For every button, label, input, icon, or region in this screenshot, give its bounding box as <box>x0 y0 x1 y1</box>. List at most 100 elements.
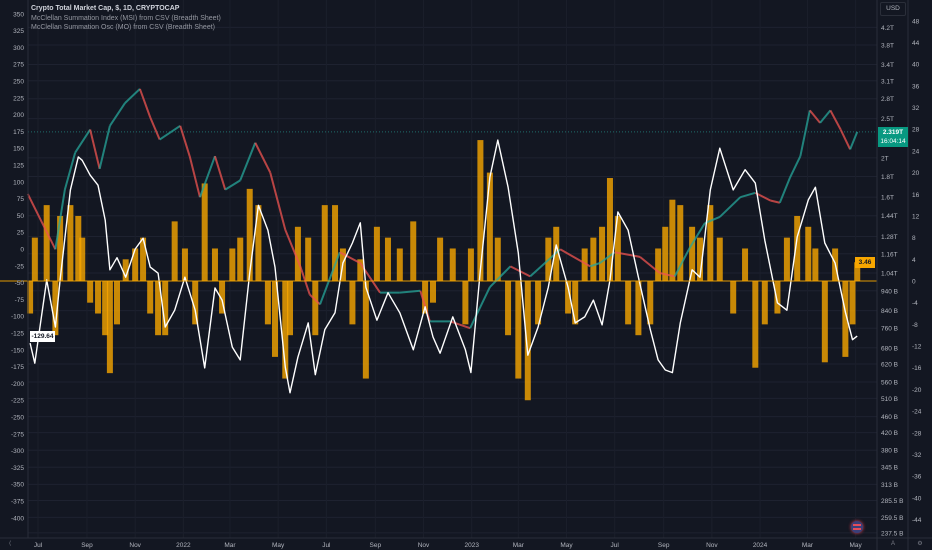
mo-bar <box>422 281 429 314</box>
mo-bar <box>635 281 642 336</box>
price-segment <box>339 251 361 265</box>
left-tick-label: 0 <box>20 247 24 254</box>
price-segment <box>214 155 227 190</box>
price-tick-label: 3.1T <box>881 78 894 85</box>
mo-bar <box>669 199 676 281</box>
price-segment <box>284 229 302 267</box>
mo-bar <box>373 226 380 281</box>
price-tick-label: 420 B <box>881 430 898 437</box>
price-segment <box>98 125 111 170</box>
mo-bar <box>505 281 512 336</box>
mo-bar <box>132 248 139 281</box>
bar-countdown: 16:04:14 <box>880 138 906 145</box>
time-tick-label: Nov <box>706 542 718 549</box>
price-tick-label: 1.16T <box>881 251 898 258</box>
osc-tick-label: 40 <box>912 62 920 69</box>
left-tick-label: -150 <box>11 347 24 354</box>
mo-bar <box>647 281 654 325</box>
left-tick-label: 325 <box>13 28 24 35</box>
mo-bar <box>437 237 444 281</box>
osc-tick-label: 20 <box>912 170 920 177</box>
osc-tick-label: -8 <box>912 322 918 329</box>
price-tick-label: 840 B <box>881 308 898 315</box>
left-tick-label: -325 <box>11 465 24 472</box>
osc-tick-label: -16 <box>912 365 922 372</box>
mo-bar <box>774 281 781 314</box>
mo-bar <box>282 281 289 379</box>
left-tick-label: -250 <box>11 415 24 422</box>
legend-symbol-title[interactable]: Crypto Total Market Cap, $, 1D, CRYPTOCA… <box>31 5 180 12</box>
mo-bar <box>486 172 493 281</box>
us-flag-icon[interactable] <box>851 521 863 533</box>
mo-bar <box>349 281 356 325</box>
price-segment <box>124 88 141 104</box>
osc-tick-label: 8 <box>912 235 916 242</box>
left-tick-label: -25 <box>15 263 25 270</box>
mo-bar <box>219 281 226 314</box>
time-tick-label: Nov <box>418 542 430 549</box>
osc-tick-label: 12 <box>912 213 920 220</box>
price-tick-label: 1.28T <box>881 234 898 241</box>
left-tick-label: -375 <box>11 499 24 506</box>
mo-bar <box>396 248 403 281</box>
time-tick-label: Jul <box>611 542 620 549</box>
mo-value-badge: 3.46 <box>855 257 875 268</box>
price-segment <box>819 109 832 124</box>
mo-bar <box>462 281 469 325</box>
mo-bar <box>237 237 244 281</box>
gear-icon[interactable]: ⚙ <box>917 541 923 547</box>
osc-tick-label: 16 <box>912 192 920 199</box>
left-tick-label: -100 <box>11 314 24 321</box>
osc-tick-label: -36 <box>912 474 922 481</box>
mo-bar <box>75 215 82 281</box>
mo-bar <box>106 281 113 374</box>
mo-bar <box>606 178 613 281</box>
osc-tick-label: -40 <box>912 495 922 502</box>
last-price-badge: 2.319T 16:04:14 <box>878 127 908 147</box>
mo-bar <box>305 237 312 281</box>
price-tick-label: 680 B <box>881 345 898 352</box>
price-tick-label: 1.6T <box>881 195 894 202</box>
mo-bar <box>849 281 856 325</box>
mo-bar <box>730 281 737 314</box>
left-tick-label: -350 <box>11 482 24 489</box>
legend-msi[interactable]: McClellan Summation Index (MSI) from CSV… <box>31 14 221 22</box>
mo-bar <box>264 281 271 325</box>
mo-bar <box>211 248 218 281</box>
mo-bar <box>114 281 120 325</box>
left-axis[interactable]: 3503253002752502252001751501251007550250… <box>11 11 24 522</box>
time-axis[interactable]: Jul Sep Nov 2022 Mar May Jul Sep Nov 2023 Mar May Ju… <box>34 542 863 549</box>
left-tick-label: -225 <box>11 398 24 405</box>
msi-polyline <box>29 139 858 394</box>
legend-mo[interactable]: McClellan Summation Osc (MO) from CSV (B… <box>31 24 215 31</box>
price-segment <box>269 172 287 230</box>
mo-bar <box>410 221 417 281</box>
mo-bar <box>31 237 38 281</box>
mo-bar <box>752 281 759 368</box>
price-axis[interactable]: 4.2T 3.8T 3.4T 3.1T 2.8T 2.5T 2T 1.8T 1.6T 1.44T 1… <box>881 25 903 538</box>
price-series <box>26 88 859 330</box>
mo-bar <box>742 248 749 281</box>
price-tick-label: 3.8T <box>881 42 894 49</box>
left-tick-label: -75 <box>15 297 25 304</box>
time-tick-label: 2022 <box>176 542 191 549</box>
mo-bar <box>67 205 74 281</box>
currency-button[interactable]: USD <box>880 2 906 16</box>
osc-axis[interactable]: 48444036322824201612840-4-8-12-16-20-24-… <box>912 18 922 524</box>
auto-scale-button[interactable]: A <box>890 541 895 547</box>
price-tick-label: 313 B <box>881 482 898 489</box>
time-tick-label: Mar <box>513 542 525 549</box>
timezone-icon[interactable]: ⟨ <box>8 541 12 547</box>
price-segment <box>469 286 491 329</box>
time-tick-label: Nov <box>129 542 141 549</box>
osc-tick-label: -12 <box>912 344 922 351</box>
mo-bar <box>812 248 819 281</box>
price-segment <box>809 109 821 124</box>
time-tick-label: Sep <box>81 542 93 549</box>
mo-bar <box>201 183 208 281</box>
mo-bar <box>572 281 579 325</box>
osc-tick-label: -4 <box>912 300 918 307</box>
mo-bar <box>79 237 86 281</box>
osc-tick-label: -20 <box>912 387 922 394</box>
